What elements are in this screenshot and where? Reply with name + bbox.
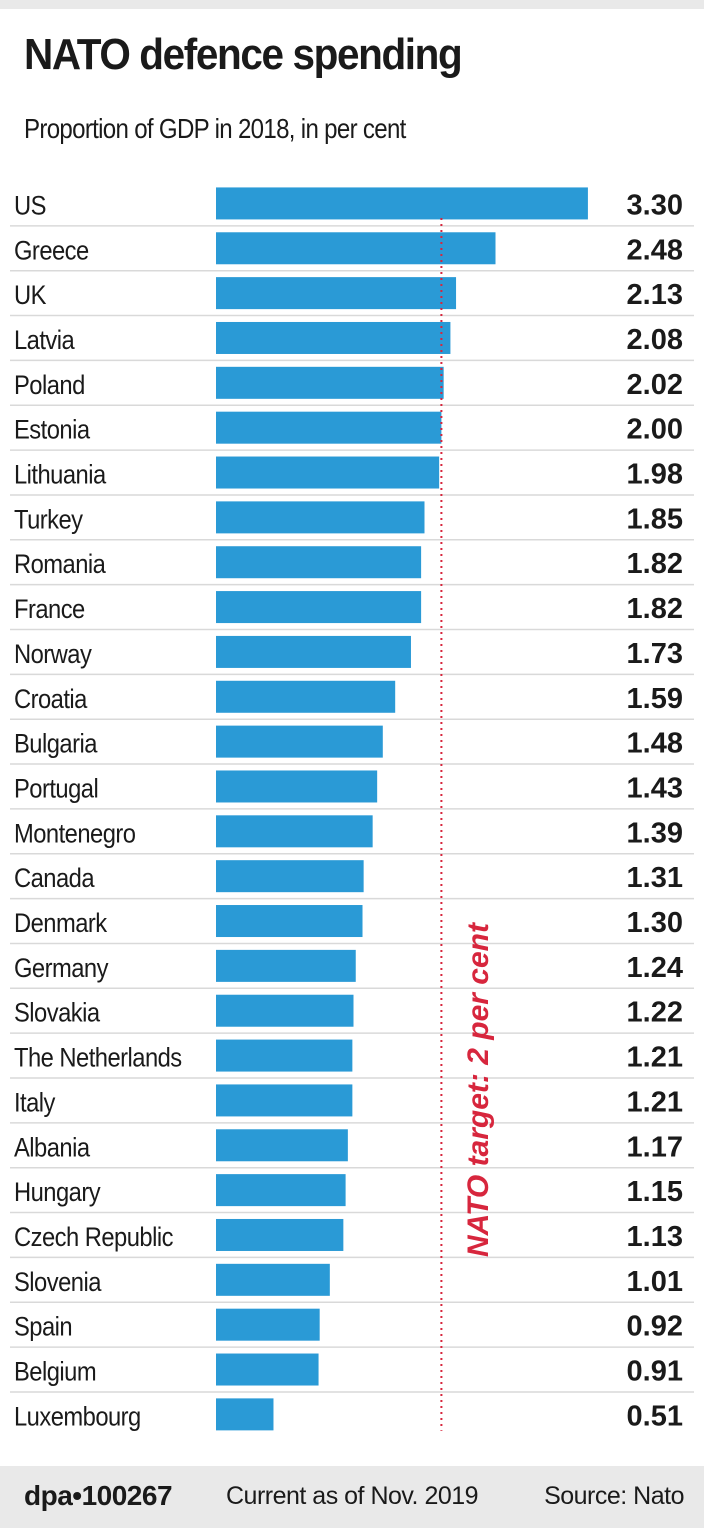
value-label: 1.13 [627, 1221, 683, 1253]
bar [216, 591, 422, 624]
value-label: 2.13 [627, 279, 683, 311]
category-label: Turkey [14, 505, 83, 535]
category-label: Denmark [14, 909, 107, 939]
value-label: 1.39 [627, 817, 683, 849]
category-label: Croatia [14, 684, 88, 714]
category-label: Canada [14, 864, 95, 894]
value-label: 1.82 [627, 548, 683, 580]
value-label: 1.43 [627, 772, 683, 804]
bar [216, 501, 425, 534]
bar [216, 1039, 353, 1072]
value-label: 1.30 [627, 907, 683, 939]
bar [216, 411, 442, 444]
bar [216, 277, 457, 310]
value-label: 1.17 [627, 1131, 683, 1163]
value-label: 1.21 [627, 1086, 683, 1118]
value-label: 2.08 [627, 324, 683, 356]
category-label: Montenegro [14, 819, 136, 849]
bar [216, 815, 373, 848]
value-label: 1.48 [627, 728, 683, 760]
chart-title: NATO defence spending [24, 30, 463, 79]
value-label: 1.01 [627, 1266, 683, 1298]
category-label: Romania [14, 550, 107, 580]
value-label: 1.24 [627, 952, 683, 984]
value-label: 1.31 [627, 862, 683, 894]
category-label: France [14, 595, 85, 625]
bar [216, 1129, 348, 1162]
value-label: 0.51 [627, 1400, 683, 1432]
bar [216, 635, 411, 668]
footer-brand: dpa•100267 [24, 1480, 173, 1511]
category-label: Lithuania [14, 460, 107, 490]
footer-source: Source: Nato [544, 1482, 684, 1510]
category-label: Germany [14, 954, 109, 984]
category-label: Luxembourg [14, 1402, 141, 1432]
bar [216, 546, 422, 579]
category-label: Czech Republic [14, 1223, 174, 1253]
bar [216, 725, 383, 758]
category-label: Bulgaria [14, 729, 98, 759]
category-label: Estonia [14, 415, 91, 445]
category-label: Norway [14, 640, 92, 670]
bar [216, 905, 363, 938]
value-label: 1.82 [627, 593, 683, 625]
bar [216, 1218, 344, 1251]
value-label: 0.91 [627, 1356, 683, 1388]
bar [216, 680, 396, 713]
value-label: 1.15 [627, 1176, 683, 1208]
bar [216, 1174, 346, 1207]
category-label: The Netherlands [14, 1043, 182, 1073]
value-label: 0.92 [627, 1311, 683, 1343]
value-label: 1.59 [627, 683, 683, 715]
value-label: 2.48 [627, 234, 683, 266]
top-band [0, 0, 704, 9]
category-label: Spain [14, 1312, 72, 1342]
chart-subtitle: Proportion of GDP in 2018, in per cent [24, 113, 406, 144]
value-label: 1.98 [627, 459, 683, 491]
bar-chart: US 3.30 Greece 2.48 UK 2.13 Latvia 2.08 Poland 2.… [10, 187, 694, 1432]
bar [216, 1398, 274, 1431]
category-label: Portugal [14, 774, 98, 804]
bar [216, 232, 496, 265]
bar [216, 1353, 319, 1386]
bar [216, 321, 451, 354]
value-label: 2.00 [627, 414, 683, 446]
bar [216, 187, 588, 220]
category-label: US [14, 191, 46, 221]
value-label: 1.73 [627, 638, 683, 670]
value-label: 1.85 [627, 503, 683, 535]
footer-date: Current as of Nov. 2019 [226, 1482, 479, 1510]
bar [216, 770, 378, 803]
bar [216, 456, 440, 489]
bar [216, 1263, 330, 1296]
category-label: Slovakia [14, 998, 101, 1028]
footer: dpa•100267 Current as of Nov. 2019 Sourc… [0, 1466, 704, 1528]
category-label: Albania [14, 1133, 91, 1163]
category-label: Greece [14, 236, 89, 266]
category-label: Latvia [14, 326, 76, 356]
value-label: 2.02 [627, 369, 683, 401]
bar [216, 1084, 353, 1117]
bar [216, 949, 356, 982]
category-label: Slovenia [14, 1267, 102, 1297]
bar [216, 994, 354, 1027]
bar [216, 1308, 320, 1341]
value-label: 1.21 [627, 1042, 683, 1074]
category-label: Belgium [14, 1357, 96, 1387]
category-label: UK [14, 281, 47, 311]
bar [216, 366, 444, 399]
value-label: 3.30 [627, 189, 683, 221]
target-label: NATO target: 2 per cent [462, 921, 495, 1257]
bar [216, 860, 364, 893]
category-label: Italy [14, 1088, 56, 1118]
category-label: Hungary [14, 1178, 101, 1208]
category-label: Poland [14, 370, 85, 400]
value-label: 1.22 [627, 997, 683, 1029]
